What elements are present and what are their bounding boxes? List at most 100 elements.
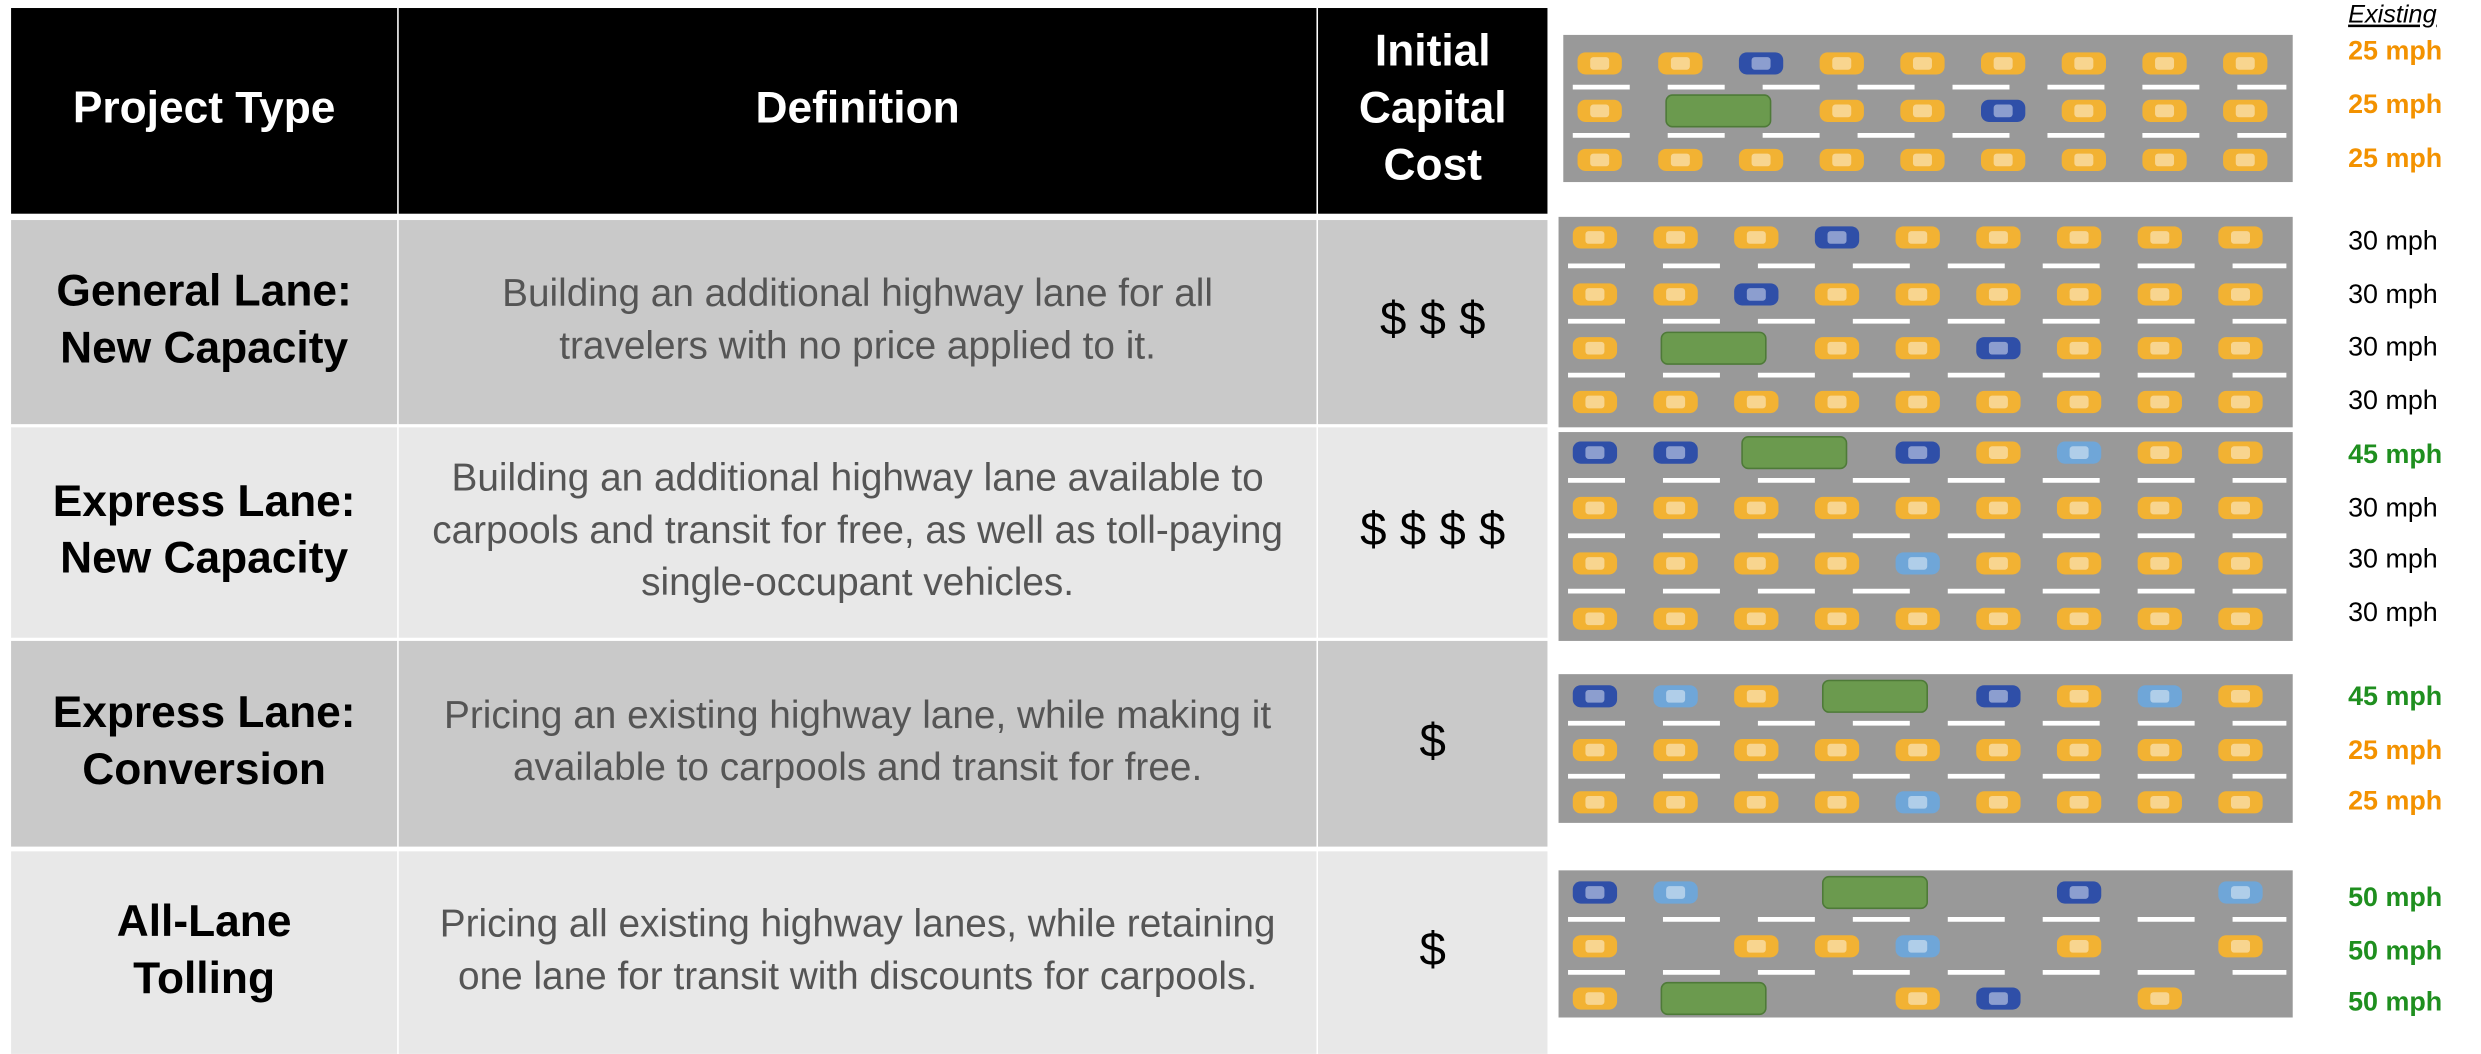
car-window (1666, 502, 1685, 515)
table-cell (11, 641, 397, 847)
car-window (1671, 57, 1690, 70)
definition: single-occupant vehicles. (641, 561, 1074, 604)
car-window (1585, 396, 1604, 409)
definition: one lane for transit with discounts for … (458, 955, 1257, 998)
car-window (1994, 105, 2013, 118)
car-window (1747, 940, 1766, 953)
car-window (1590, 105, 1609, 118)
car-window (1832, 154, 1851, 167)
car-window (1666, 886, 1685, 899)
car-window (1828, 396, 1847, 409)
car-window (2236, 57, 2255, 70)
speed-label: 25 mph (2348, 143, 2442, 173)
car-window (2231, 690, 2250, 703)
car-window (1989, 557, 2008, 570)
car-window (1585, 502, 1604, 515)
car-window (1994, 154, 2013, 167)
car-window (2070, 744, 2089, 757)
car-window (1747, 396, 1766, 409)
car-window (1590, 57, 1609, 70)
car-window (2236, 154, 2255, 167)
car-window (2231, 342, 2250, 355)
speed-label: 50 mph (2348, 936, 2442, 966)
capital-cost: $ (1420, 714, 1446, 767)
car-window (1747, 744, 1766, 757)
car-window (2155, 57, 2174, 70)
car-window (1989, 342, 2008, 355)
car-window (2150, 612, 2169, 625)
car-window (1752, 57, 1771, 70)
car-window (1989, 796, 2008, 809)
car-window (1752, 154, 1771, 167)
car-window (1908, 557, 1927, 570)
project-type: All-Lane (117, 897, 292, 946)
car-window (1585, 940, 1604, 953)
bus (1742, 437, 1846, 469)
car-window (2150, 690, 2169, 703)
car-window (1908, 396, 1927, 409)
car-window (1828, 744, 1847, 757)
car-window (1666, 690, 1685, 703)
car-window (2150, 342, 2169, 355)
car-window (1989, 231, 2008, 244)
header-text: Project Type (73, 84, 336, 133)
car-window (1671, 154, 1690, 167)
car-window (2231, 557, 2250, 570)
project-type: New Capacity (60, 534, 348, 583)
car-window (2231, 446, 2250, 459)
car-window (1747, 288, 1766, 301)
bus (1823, 877, 1927, 909)
table-cell (399, 641, 1317, 847)
car-window (1666, 557, 1685, 570)
car-window (1908, 288, 1927, 301)
car-window (2150, 557, 2169, 570)
speed-label: 50 mph (2348, 986, 2442, 1016)
car-window (1585, 992, 1604, 1005)
car-window (2150, 396, 2169, 409)
car-window (2150, 288, 2169, 301)
definition: travelers with no price applied to it. (559, 324, 1156, 367)
page: Project TypeDefinitionInitialCapitalCost… (0, 0, 2481, 1054)
car-window (2070, 612, 2089, 625)
car-window (1908, 744, 1927, 757)
car-window (2070, 396, 2089, 409)
car-window (2231, 288, 2250, 301)
car-window (1585, 690, 1604, 703)
table-cell (11, 220, 397, 424)
speed-label: 30 mph (2348, 279, 2438, 309)
capital-cost: $ $ $ (1380, 293, 1486, 346)
speed-label: 30 mph (2348, 597, 2438, 627)
speed-label: 25 mph (2348, 35, 2442, 65)
car-window (2231, 744, 2250, 757)
car-window (1908, 940, 1927, 953)
speed-label: 30 mph (2348, 225, 2438, 255)
car-window (2070, 342, 2089, 355)
bus (1666, 95, 1770, 127)
car-window (1908, 446, 1927, 459)
car-window (2070, 557, 2089, 570)
car-window (1666, 744, 1685, 757)
car-window (2231, 886, 2250, 899)
car-window (1747, 690, 1766, 703)
speed-label: 30 mph (2348, 493, 2438, 523)
car-window (1590, 154, 1609, 167)
car-window (1747, 557, 1766, 570)
car-window (1585, 796, 1604, 809)
car-window (1908, 612, 1927, 625)
project-type: Express Lane: (53, 477, 356, 526)
car-window (1666, 612, 1685, 625)
car-window (1828, 288, 1847, 301)
car-window (1585, 288, 1604, 301)
car-window (1994, 57, 2013, 70)
car-window (2150, 992, 2169, 1005)
speed-label: 45 mph (2348, 439, 2442, 469)
speed-label: 30 mph (2348, 331, 2438, 361)
car-window (1585, 342, 1604, 355)
bus (1823, 680, 1927, 712)
car-window (1585, 557, 1604, 570)
bus (1661, 983, 1765, 1015)
car-window (2231, 612, 2250, 625)
car-window (1908, 992, 1927, 1005)
car-window (1747, 231, 1766, 244)
project-type: Express Lane: (53, 688, 356, 737)
